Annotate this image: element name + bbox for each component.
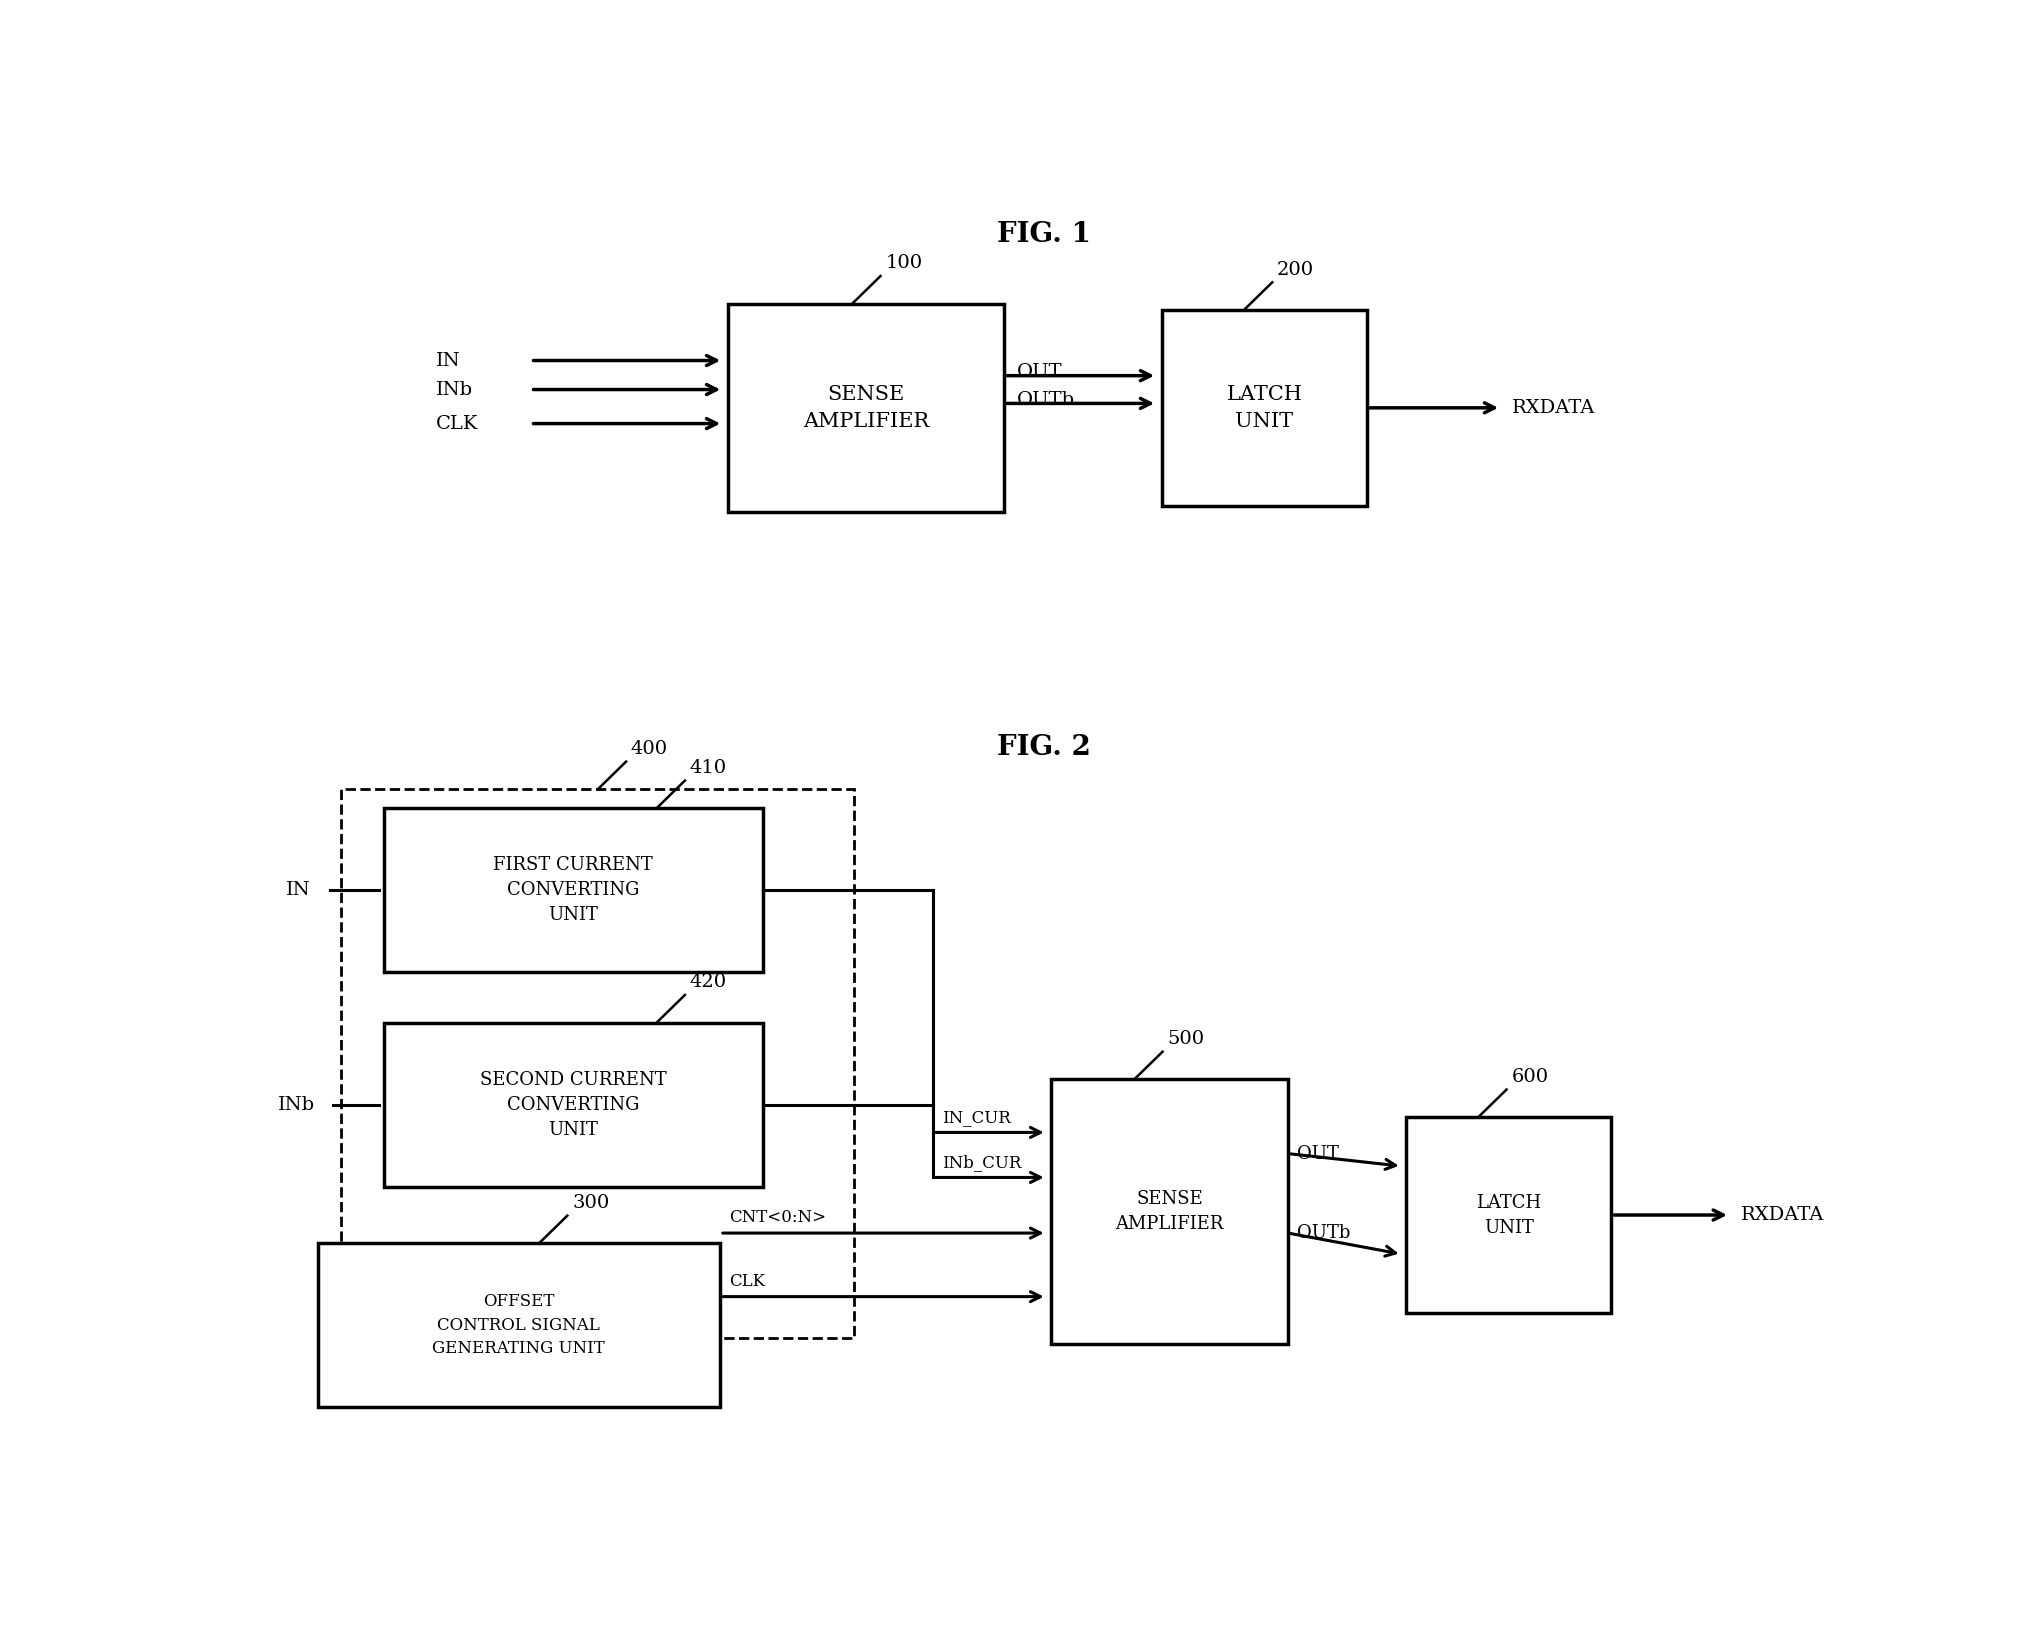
Text: RXDATA: RXDATA: [1741, 1206, 1824, 1224]
Text: 300: 300: [572, 1194, 609, 1212]
Text: INb_CUR: INb_CUR: [943, 1153, 1022, 1171]
Text: IN: IN: [436, 352, 460, 370]
Text: CLK: CLK: [436, 414, 478, 432]
Text: RXDATA: RXDATA: [1513, 398, 1596, 416]
Bar: [385, 1022, 764, 1186]
Text: SENSE
AMPLIFIER: SENSE AMPLIFIER: [1116, 1191, 1224, 1233]
Text: OFFSET
CONTROL SIGNAL
GENERATING UNIT: OFFSET CONTROL SIGNAL GENERATING UNIT: [432, 1294, 605, 1358]
Text: 400: 400: [631, 740, 668, 758]
Text: 200: 200: [1277, 260, 1313, 278]
Bar: [1051, 1079, 1289, 1345]
Text: 100: 100: [886, 254, 922, 272]
Text: FIG. 1: FIG. 1: [996, 221, 1091, 247]
Bar: [342, 790, 855, 1338]
Text: IN_CUR: IN_CUR: [943, 1109, 1012, 1125]
Bar: [385, 808, 764, 973]
Text: OUTb: OUTb: [1297, 1224, 1350, 1242]
Text: IN: IN: [285, 881, 312, 899]
Bar: [729, 303, 1004, 511]
Text: 600: 600: [1511, 1068, 1549, 1086]
Text: LATCH
UNIT: LATCH UNIT: [1476, 1194, 1541, 1237]
Text: CNT<0:N>: CNT<0:N>: [729, 1209, 827, 1227]
Text: INb: INb: [436, 380, 472, 398]
Bar: [1163, 310, 1366, 506]
Text: SECOND CURRENT
CONVERTING
UNIT: SECOND CURRENT CONVERTING UNIT: [480, 1071, 666, 1138]
Bar: [1407, 1117, 1610, 1312]
Text: 500: 500: [1167, 1030, 1205, 1048]
Text: FIRST CURRENT
CONVERTING
UNIT: FIRST CURRENT CONVERTING UNIT: [493, 857, 654, 924]
Text: INb: INb: [279, 1096, 316, 1114]
Text: OUT: OUT: [1297, 1145, 1340, 1163]
Text: LATCH
UNIT: LATCH UNIT: [1226, 385, 1303, 431]
Text: 420: 420: [690, 973, 727, 991]
Text: CLK: CLK: [729, 1273, 766, 1291]
Bar: [318, 1243, 721, 1407]
Text: SENSE
AMPLIFIER: SENSE AMPLIFIER: [802, 385, 928, 431]
Text: OUTb: OUTb: [1016, 390, 1075, 408]
Text: OUT: OUT: [1016, 364, 1063, 382]
Text: 410: 410: [690, 758, 727, 776]
Text: FIG. 2: FIG. 2: [996, 734, 1091, 762]
